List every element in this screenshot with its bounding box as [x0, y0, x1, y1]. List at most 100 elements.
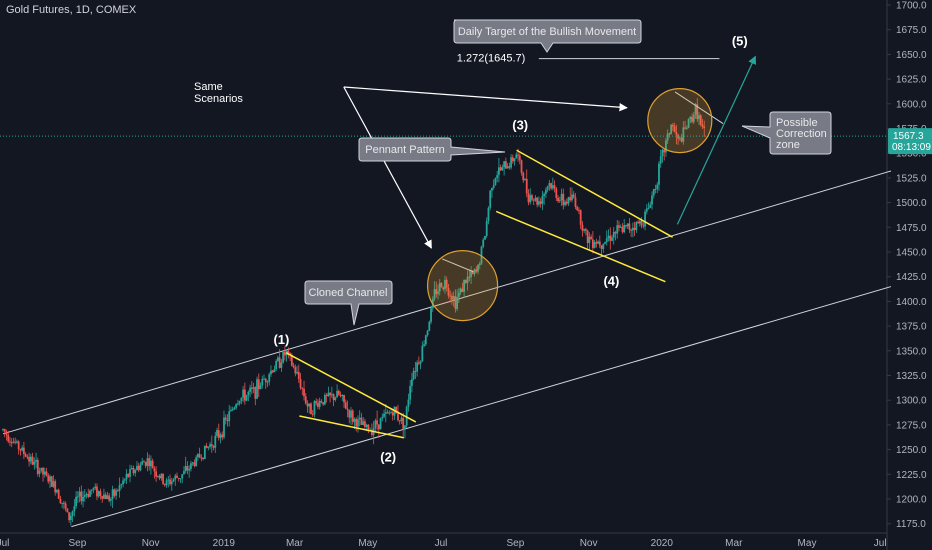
candle-body: [332, 394, 335, 401]
price-tick-label: 1550.0: [896, 149, 927, 160]
current-price-badge-bg: [888, 128, 932, 155]
price-tick-label: 1450.0: [896, 248, 927, 259]
candle-body: [685, 127, 688, 129]
pattern-line: [495, 210, 666, 283]
candle-body: [101, 496, 104, 499]
candle-body: [376, 420, 378, 425]
candle-body: [252, 387, 255, 389]
candle-body: [155, 471, 158, 477]
candle-body: [471, 271, 474, 275]
candle-body: [491, 187, 493, 191]
candle-body: [190, 463, 192, 469]
candle-body: [21, 447, 24, 451]
candle-body: [510, 157, 512, 168]
candle-body: [341, 394, 344, 397]
price-tick-label: 1475.0: [896, 223, 927, 234]
candle-body: [635, 221, 638, 230]
candle-body: [210, 444, 213, 447]
candle-body: [581, 224, 584, 231]
candle-body: [36, 459, 39, 474]
candle-body: [118, 485, 121, 491]
candle-body: [517, 154, 519, 156]
candle-body: [485, 221, 488, 236]
candle-body: [156, 475, 159, 477]
candle-body: [607, 235, 610, 239]
candle-body: [487, 207, 490, 222]
candle-body: [456, 297, 459, 309]
candle-body: [478, 263, 481, 266]
candle-body: [106, 495, 109, 499]
candle-body: [40, 467, 43, 471]
candle-body: [132, 467, 135, 474]
current-price-badge: 1567.3 08:13:09: [888, 128, 932, 155]
candle-body: [518, 155, 521, 161]
cloned-channel-callout: Cloned Channel: [304, 280, 393, 326]
candle-body: [572, 194, 575, 198]
candle-body: [440, 282, 443, 288]
candle-body: [29, 456, 32, 462]
candle-body: [54, 481, 57, 493]
candle-body: [64, 503, 67, 509]
correction-zone-line-3: zone: [776, 139, 800, 151]
candle-body: [344, 402, 347, 409]
candle-body: [28, 457, 30, 462]
candle-body: [299, 379, 302, 388]
candle-body: [553, 185, 556, 189]
candle-body: [381, 416, 384, 419]
symbol-title: Gold Futures, 1D, COMEX: [6, 4, 137, 16]
candle-body: [243, 389, 246, 401]
candle-body: [703, 126, 706, 128]
candle-body: [464, 279, 467, 283]
candle-body: [113, 489, 116, 496]
candle-body: [179, 478, 182, 480]
candle-body: [424, 335, 427, 345]
candle-body: [645, 208, 648, 212]
price-tick-label: 1375.0: [896, 322, 927, 333]
candle-body: [470, 271, 472, 278]
candle-body: [303, 388, 305, 397]
candle-body: [12, 441, 15, 443]
time-tick-label: Mar: [725, 538, 743, 549]
candle-body: [689, 117, 692, 120]
candle-body: [66, 508, 69, 513]
candle-body: [324, 395, 326, 405]
time-tick-label: Mar: [286, 538, 304, 549]
candle-body: [379, 418, 382, 430]
candle-body: [574, 197, 577, 207]
candle-body: [219, 434, 222, 438]
candle-body: [452, 296, 455, 300]
candle-body: [245, 395, 248, 401]
candle-body: [579, 210, 582, 225]
correction-zone-line-1: Possible: [776, 117, 818, 129]
axes: [0, 0, 888, 550]
candle-body: [532, 199, 535, 201]
candle-body: [605, 238, 608, 243]
candle-body: [625, 225, 627, 227]
candle-body: [353, 418, 356, 422]
candle-body: [238, 400, 241, 404]
candle-body: [541, 196, 544, 204]
candle-body: [384, 412, 387, 414]
candle-body: [125, 473, 128, 480]
candle-body: [390, 412, 392, 414]
candle-body: [120, 484, 123, 486]
candle-body: [292, 365, 295, 368]
candle-body: [294, 367, 297, 374]
candle-body: [466, 276, 469, 283]
candle-body: [492, 185, 495, 188]
candle-body: [652, 188, 655, 196]
same-scenarios-line-2: Scenarios: [194, 93, 243, 105]
arrows: [343, 55, 757, 249]
candle-body: [499, 167, 502, 171]
time-tick-label: May: [358, 538, 377, 549]
candle-body: [283, 351, 286, 356]
candle-body: [169, 479, 171, 485]
candle-body: [56, 489, 58, 493]
candle-body: [564, 201, 566, 206]
candle-body: [678, 137, 681, 139]
candle-body: [7, 434, 10, 442]
candle-body: [71, 511, 74, 516]
correction-zone-bubble: [741, 111, 832, 155]
candle-body: [444, 279, 446, 290]
